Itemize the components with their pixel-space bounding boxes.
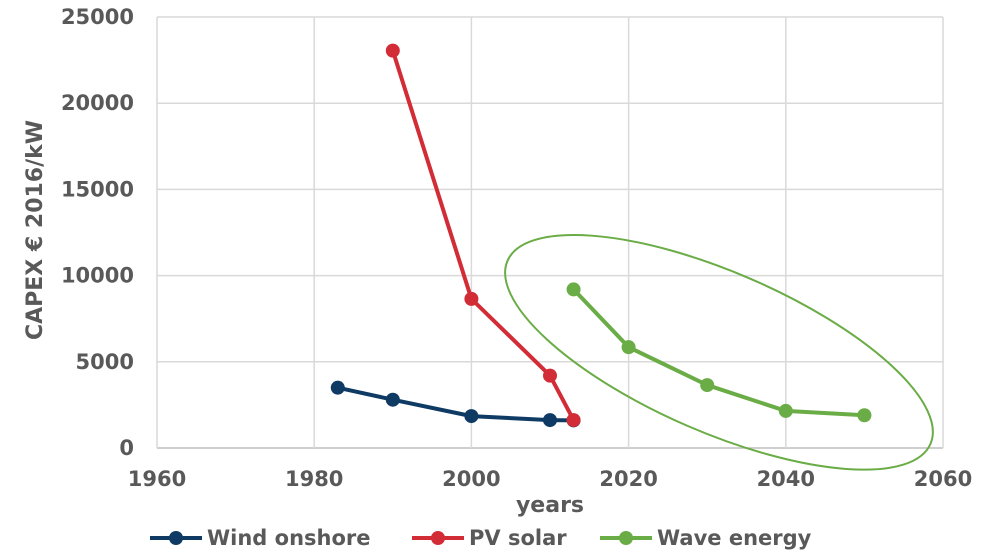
x-tick-label: 2000 [442,467,500,491]
y-tick-label: 15000 [61,177,134,201]
data-point-pv-solar [385,43,400,58]
data-point-wind-onshore [543,413,557,428]
data-point-pv-solar [464,291,479,306]
x-axis-label: years [516,493,584,518]
grid [156,16,944,449]
legend-item-pv-solar: PV solar [412,526,567,550]
data-point-wave-energy [621,340,636,355]
annotations [504,233,934,471]
x-tick-label: 2020 [599,467,657,491]
legend-item-wind-onshore: Wind onshore [150,526,371,550]
x-tick-label: 1960 [128,467,186,491]
y-tick-label: 20000 [61,91,134,115]
data-point-wave-energy [700,378,715,393]
y-tick-label: 5000 [76,350,134,374]
x-tick-label: 2060 [914,467,972,491]
legend-marker-pv-solar [431,531,445,545]
y-axis-label: CAPEX € 2016/kW [23,120,48,340]
data-point-wind-onshore [464,409,479,424]
data-point-pv-solar [543,368,557,383]
data-point-wave-energy [566,282,581,297]
wave-energy-highlight-ellipse [504,233,934,471]
y-tick-label: 25000 [61,5,134,29]
x-axis-ticks: 1960 1980 2000 2020 2040 2060 [128,467,972,491]
series-line-wave-energy [571,287,867,418]
series-wave-energy [566,282,872,423]
series-line-wind-onshore [335,385,576,423]
y-tick-label: 0 [119,436,134,460]
data-point-pv-solar [566,413,581,428]
series-wind-onshore [330,380,581,428]
legend: Wind onshore PV solar Wave energy [150,526,812,550]
data-point-wind-onshore [385,392,400,407]
legend-label-pv-solar: PV solar [469,526,567,550]
series-pv-solar [385,43,581,428]
data-point-wind-onshore [330,380,345,395]
y-tick-label: 10000 [61,264,134,288]
x-tick-label: 2040 [757,467,815,491]
legend-label-wave-energy: Wave energy [657,526,812,550]
legend-marker-wave-energy [619,531,633,545]
series-line-pv-solar [390,48,576,423]
y-axis-ticks: 0 5000 10000 15000 20000 25000 [61,5,134,460]
x-tick-label: 1980 [285,467,343,491]
legend-item-wave-energy: Wave energy [600,526,812,550]
legend-marker-wind-onshore [169,531,183,545]
data-point-wave-energy [857,408,872,423]
legend-label-wind-onshore: Wind onshore [207,526,371,550]
series-layer [330,43,872,428]
data-point-wave-energy [778,403,793,418]
